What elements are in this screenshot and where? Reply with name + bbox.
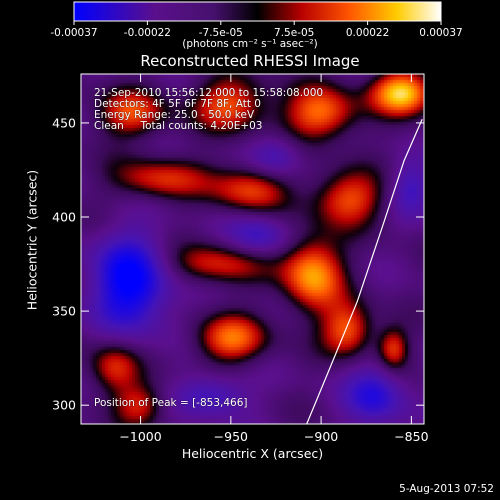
x-tick-label: −1000 [119, 429, 161, 444]
heatmap-image [81, 74, 424, 424]
info-detectors: Detectors: 4F 5F 6F 7F 8F, Att 0 [94, 98, 261, 110]
peak-position-label: Position of Peak = [-853,466] [94, 397, 248, 409]
info-clean-counts: Clean Total counts: 4.20E+03 [94, 120, 263, 132]
x-tick-label: −900 [304, 429, 338, 444]
info-time-range: 21-Sep-2010 15:56:12.000 to 15:58:08.000 [94, 87, 324, 99]
chart-title: Reconstructed RHESSI Image [140, 52, 360, 70]
colorbar-tick-label: -7.5e-05 [199, 27, 243, 39]
y-tick-label: 300 [52, 398, 76, 413]
x-ticks: −1000 −950 −900 −850 [119, 74, 429, 444]
colorbar: -0.00037 -0.00022 -7.5e-05 7.5e-05 0.00022 0.… [50, 1, 463, 39]
y-ticks: 300 350 400 450 [52, 115, 424, 413]
colorbar-tick-label: 7.5e-05 [274, 27, 314, 39]
solar-limb-curve [306, 118, 423, 425]
colorbar-tick-label: -0.00022 [124, 27, 171, 39]
x-tick-label: −950 [214, 429, 248, 444]
colorbar-ticks: -0.00037 -0.00022 -7.5e-05 7.5e-05 0.00022 0.… [50, 21, 463, 39]
colorbar-tick-label: -0.00037 [50, 27, 97, 39]
y-tick-label: 450 [52, 115, 76, 130]
colorbar-gradient [73, 1, 442, 22]
y-tick-label: 350 [52, 304, 76, 319]
plot-frame [80, 73, 425, 425]
colorbar-tick-label: 0.00022 [346, 27, 389, 39]
x-axis-label: Heliocentric X (arcsec) [181, 446, 324, 461]
y-axis-label: Heliocentric Y (arcsec) [24, 169, 40, 311]
footer-timestamp: 5-Aug-2013 07:52 [399, 483, 494, 495]
info-energy-range: Energy Range: 25.0 - 50.0 keV [94, 109, 255, 121]
colorbar-tick-label: 0.00037 [419, 27, 462, 39]
y-tick-label: 400 [52, 210, 76, 225]
x-tick-label: −850 [394, 429, 428, 444]
colorbar-unit-label: (photons cm⁻² s⁻¹ asec⁻²) [182, 38, 318, 50]
